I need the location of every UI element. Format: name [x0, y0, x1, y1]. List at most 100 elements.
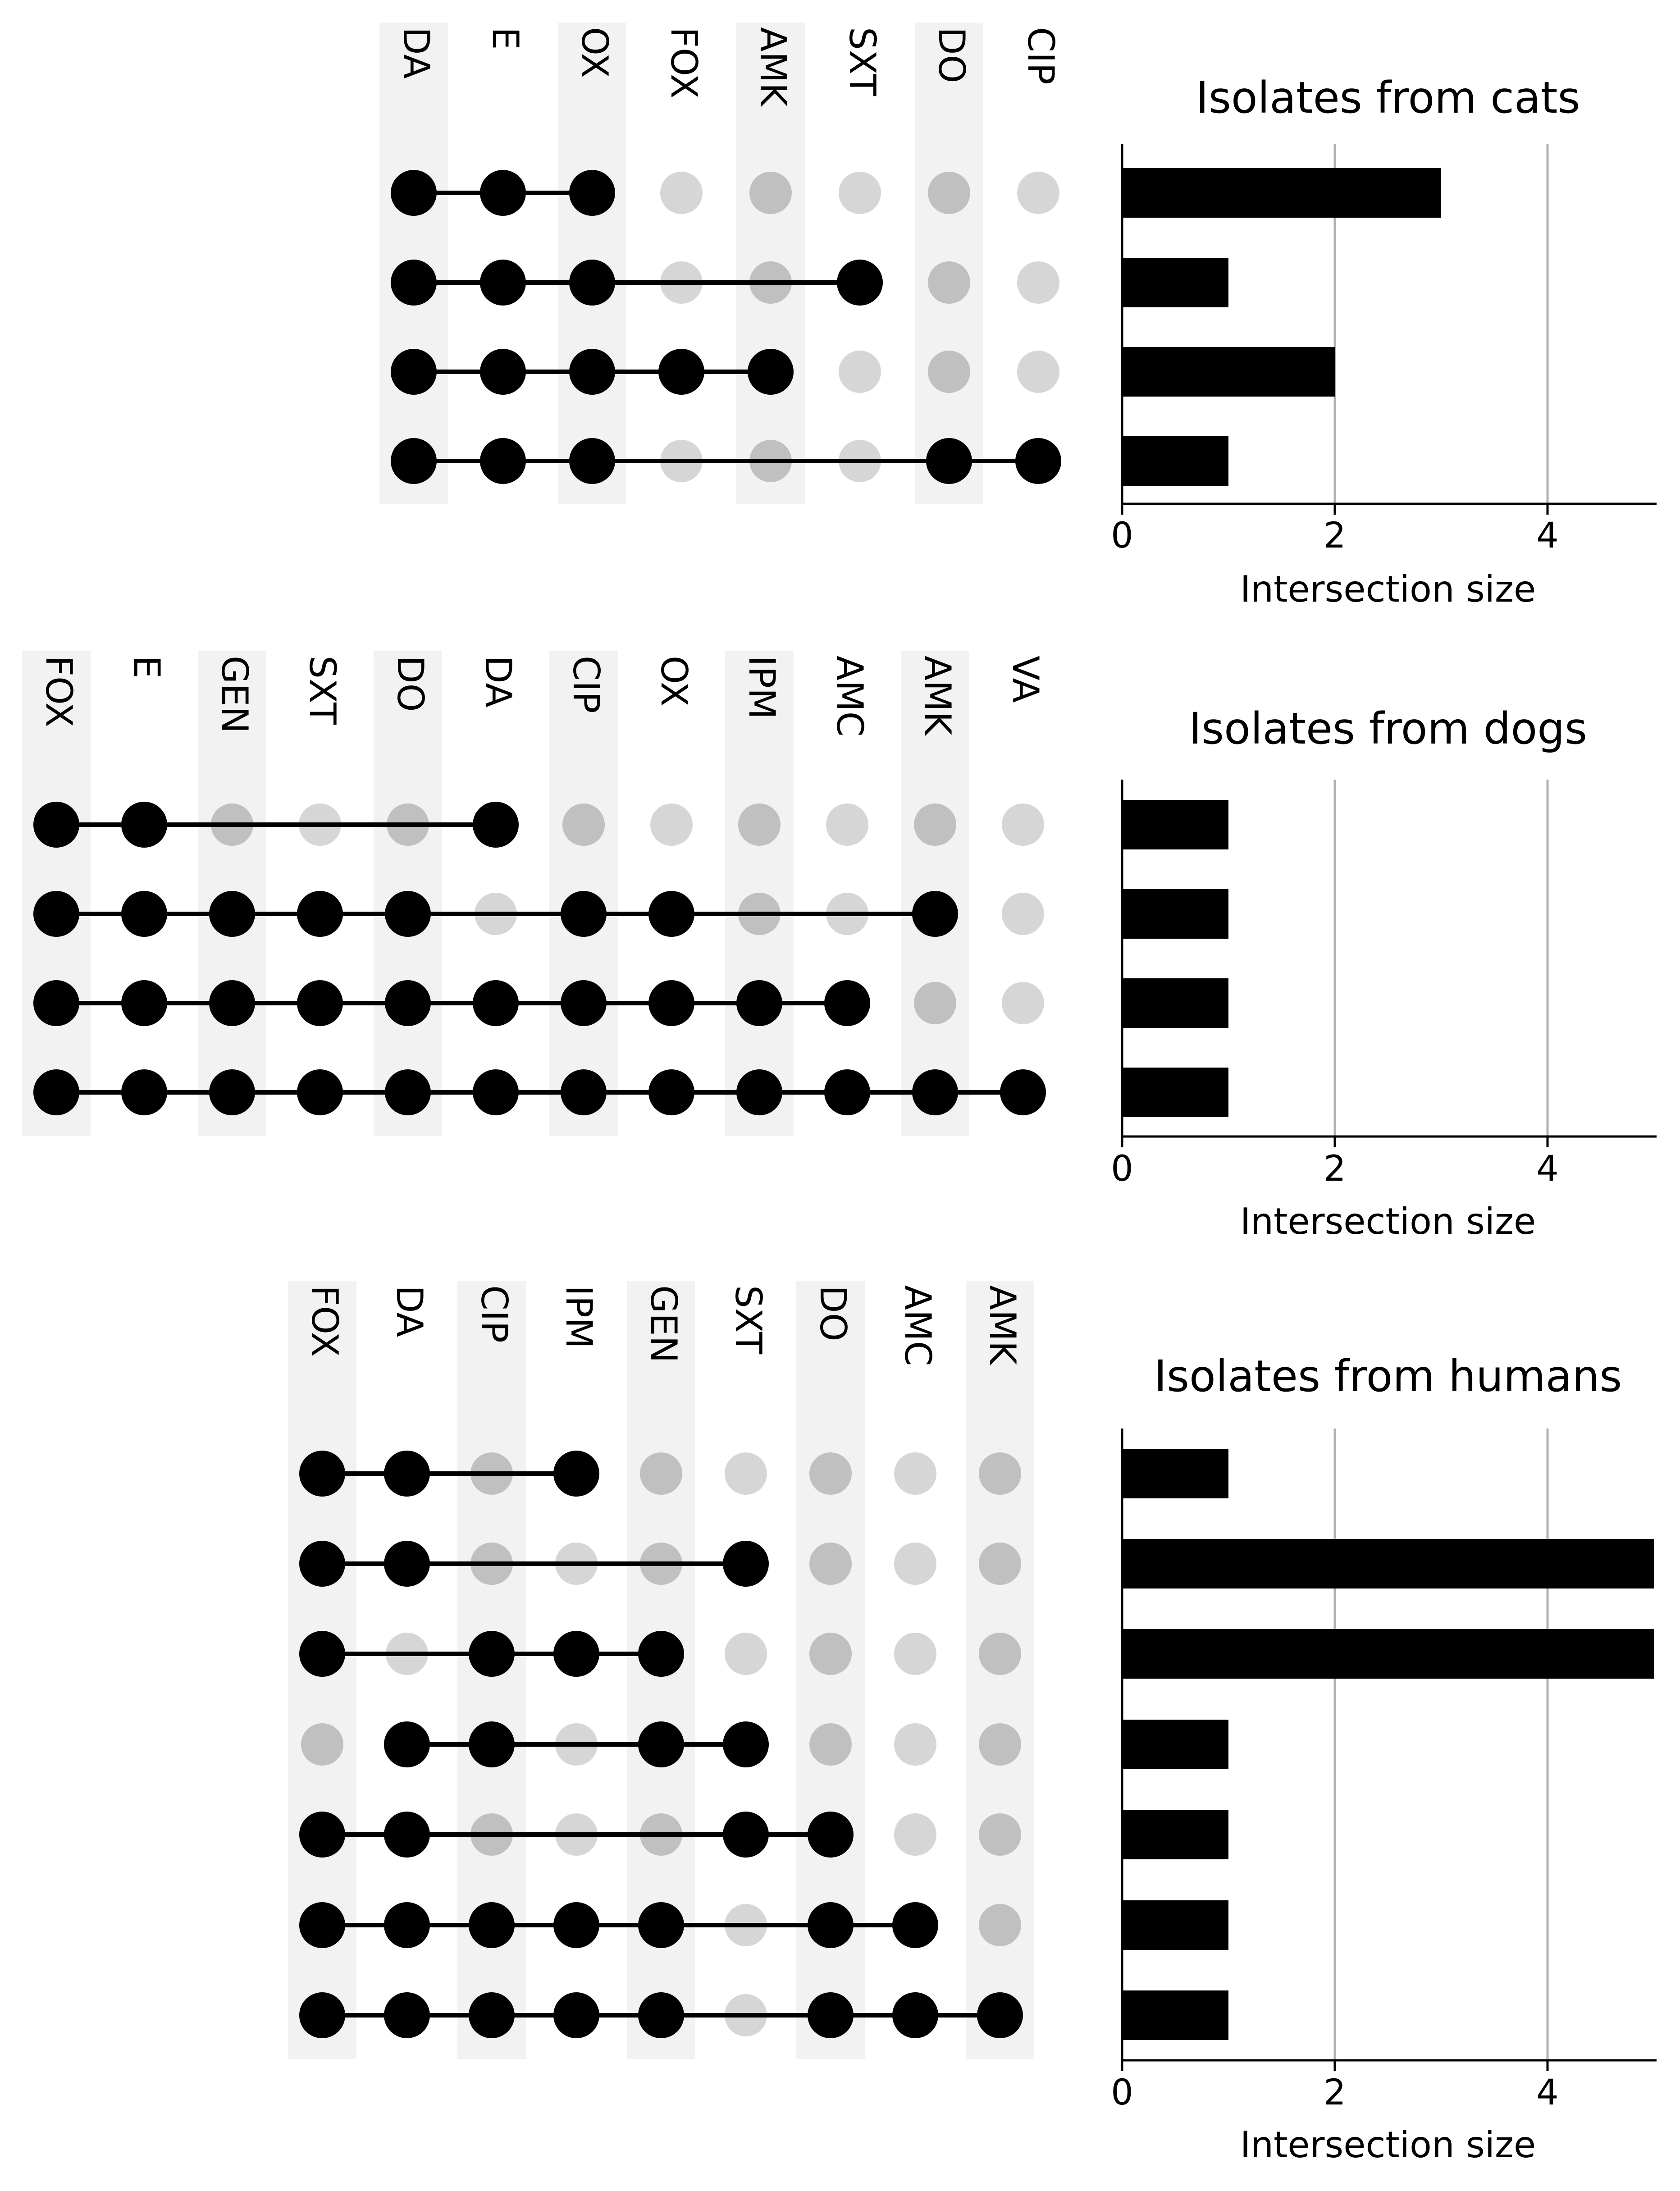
matrix-dot-active	[561, 1069, 607, 1115]
matrix-dot-active	[748, 349, 794, 395]
upset-panel: FOX DA CIP IPM GEN SXT DO AMC AMK 0 2 4Intersection…	[288, 1281, 1657, 2166]
matrix-dot-active	[209, 891, 255, 937]
matrix-dot-active	[808, 1992, 854, 2038]
matrix-dot-inactive	[1017, 261, 1059, 304]
matrix-dot-inactive	[1002, 982, 1044, 1024]
matrix-dot-inactive	[979, 1723, 1021, 1766]
matrix-dot-active	[723, 1812, 769, 1858]
matrix-dot-active	[926, 438, 972, 484]
matrix-dot-inactive	[749, 172, 792, 214]
set-label: DO	[389, 656, 431, 712]
matrix-dot-active	[384, 1541, 430, 1587]
x-axis-label: Intersection size	[1240, 568, 1536, 610]
matrix-dot-active	[33, 891, 79, 937]
intersection-bar	[1122, 1539, 1654, 1588]
matrix-dot-active	[469, 1721, 515, 1767]
matrix-dot-active	[384, 1721, 430, 1767]
intersection-bar	[1122, 1810, 1228, 1859]
set-label: AMK	[917, 656, 959, 736]
matrix-dot-inactive	[979, 1813, 1021, 1856]
matrix-dot-active	[384, 1902, 430, 1948]
set-label: SXT	[301, 656, 343, 725]
matrix-dot-active	[912, 1069, 958, 1115]
matrix-dot-inactive	[660, 172, 703, 214]
matrix-dot-active	[808, 1812, 854, 1858]
matrix-dot-inactive	[809, 1723, 852, 1766]
matrix-dot-inactive	[894, 1452, 936, 1495]
matrix-dot-active	[297, 891, 343, 937]
set-label: GEN	[214, 656, 256, 733]
matrix-dot-inactive	[979, 1904, 1021, 1946]
set-label: CIP	[1020, 27, 1062, 85]
matrix-dot-active	[469, 1631, 515, 1677]
matrix-dot-active	[33, 802, 79, 848]
matrix-dot-active	[299, 1902, 345, 1948]
matrix-dot-inactive	[809, 1452, 852, 1495]
intersection-bar	[1122, 1449, 1228, 1498]
matrix-dot-active	[648, 891, 694, 937]
matrix-dot-active	[561, 980, 607, 1026]
matrix-dot-inactive	[894, 1723, 936, 1766]
matrix-dot-active	[553, 1631, 599, 1677]
matrix-dot-active	[561, 891, 607, 937]
x-tick-label: 0	[1111, 516, 1133, 556]
x-axis-label: Intersection size	[1240, 2124, 1536, 2166]
set-label: DA	[388, 1285, 430, 1337]
matrix-dot-inactive	[640, 1452, 682, 1495]
set-label: DA	[395, 27, 437, 79]
matrix-dot-active	[723, 1541, 769, 1587]
matrix-dot-active	[638, 1902, 684, 1948]
matrix-dot-active	[824, 980, 870, 1026]
matrix-dot-active	[391, 438, 437, 484]
matrix-dot-inactive	[725, 1452, 767, 1495]
x-axis-label: Intersection size	[1240, 1200, 1536, 1242]
x-tick-label: 0	[1111, 2072, 1133, 2113]
matrix-dot-active	[736, 980, 782, 1026]
matrix-dot-active	[121, 802, 167, 848]
matrix-dot-active	[1000, 1069, 1046, 1115]
intersection-bar	[1122, 1990, 1228, 2040]
matrix-dot-active	[638, 1721, 684, 1767]
matrix-dot-active	[553, 1451, 599, 1497]
matrix-dot-inactive	[725, 1633, 767, 1675]
upset-panel: FOX E GEN SXT DO DA CIP OX IPM AMC AMK VA 0 2 4Interse…	[22, 651, 1657, 1242]
matrix-dot-active	[384, 1812, 430, 1858]
set-label: VA	[1004, 656, 1046, 703]
set-label: OX	[574, 27, 616, 78]
matrix-dot-inactive	[1017, 172, 1059, 214]
matrix-dot-active	[385, 891, 431, 937]
matrix-dot-active	[553, 1992, 599, 2038]
matrix-dot-inactive	[650, 803, 693, 846]
x-tick-label: 0	[1111, 1149, 1133, 1189]
matrix-dot-active	[648, 1069, 694, 1115]
intersection-bar	[1122, 1900, 1228, 1950]
matrix-dot-active	[837, 260, 883, 306]
matrix-dot-active	[569, 349, 615, 395]
matrix-dot-inactive	[301, 1723, 343, 1766]
matrix-dot-active	[473, 980, 519, 1026]
matrix-dot-inactive	[839, 351, 881, 393]
matrix-dot-active	[1015, 438, 1061, 484]
set-label: IPM	[741, 656, 783, 719]
matrix-dot-active	[299, 1992, 345, 2038]
set-label: IPM	[558, 1285, 600, 1349]
matrix-dot-active	[553, 1902, 599, 1948]
matrix-dot-active	[299, 1451, 345, 1497]
matrix-dot-active	[121, 980, 167, 1026]
matrix-dot-inactive	[809, 1543, 852, 1585]
matrix-dot-active	[648, 980, 694, 1026]
matrix-dot-inactive	[1002, 893, 1044, 935]
matrix-dot-active	[723, 1721, 769, 1767]
matrix-dot-active	[569, 260, 615, 306]
matrix-dot-active	[209, 980, 255, 1026]
matrix-dot-active	[299, 1812, 345, 1858]
matrix-dot-inactive	[914, 982, 956, 1024]
set-label: FOX	[304, 1285, 346, 1357]
matrix-dot-active	[569, 438, 615, 484]
x-tick-label: 2	[1324, 2072, 1346, 2113]
matrix-dot-active	[638, 1631, 684, 1677]
matrix-dot-active	[209, 1069, 255, 1115]
matrix-dot-active	[480, 438, 526, 484]
intersection-bar	[1122, 347, 1335, 397]
